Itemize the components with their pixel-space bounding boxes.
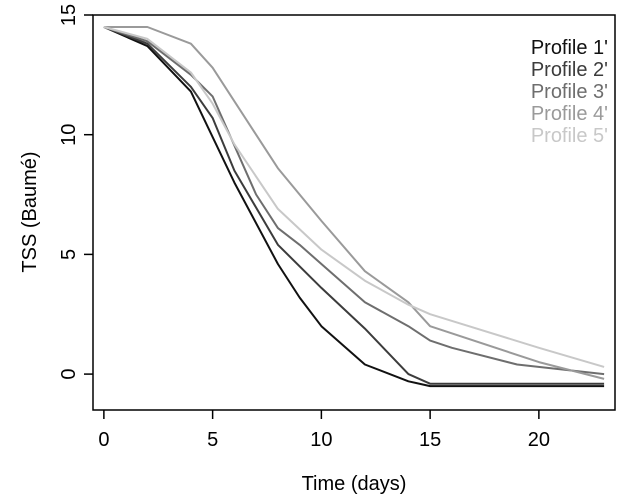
series-layer	[103, 26, 605, 388]
legend-entry-3: Profile 3'	[531, 81, 608, 103]
y-tick-label-0: 0	[58, 369, 80, 380]
plot-frame	[92, 14, 616, 411]
x-tick-label-2: 10	[310, 429, 332, 451]
x-axis-title: Time (days)	[302, 473, 407, 495]
series-line-2	[103, 26, 605, 385]
legend-entry-2: Profile 2'	[531, 59, 608, 81]
legend-entry-4: Profile 4'	[531, 103, 608, 125]
series-line-5	[103, 26, 605, 368]
legend-entry-1: Profile 1'	[531, 37, 608, 59]
x-tick-label-1: 5	[207, 429, 218, 451]
x-tick-label-3: 15	[419, 429, 441, 451]
legend: Profile 1'Profile 2'Profile 3'Profile 4'…	[531, 37, 608, 147]
x-axis: 0 5 10 15 20	[98, 410, 550, 451]
x-tick-label-4: 20	[528, 429, 550, 451]
legend-entry-5: Profile 5'	[531, 125, 608, 147]
y-tick-label-1: 5	[58, 249, 80, 260]
y-axis-title: TSS (Baumé)	[19, 151, 41, 272]
y-tick-label-3: 15	[58, 4, 80, 26]
series-line-1	[103, 26, 605, 388]
y-tick-label-2: 10	[58, 124, 80, 146]
x-tick-label-0: 0	[98, 429, 109, 451]
series-line-4	[103, 26, 605, 380]
y-axis: 0 5 10 15	[58, 4, 93, 380]
